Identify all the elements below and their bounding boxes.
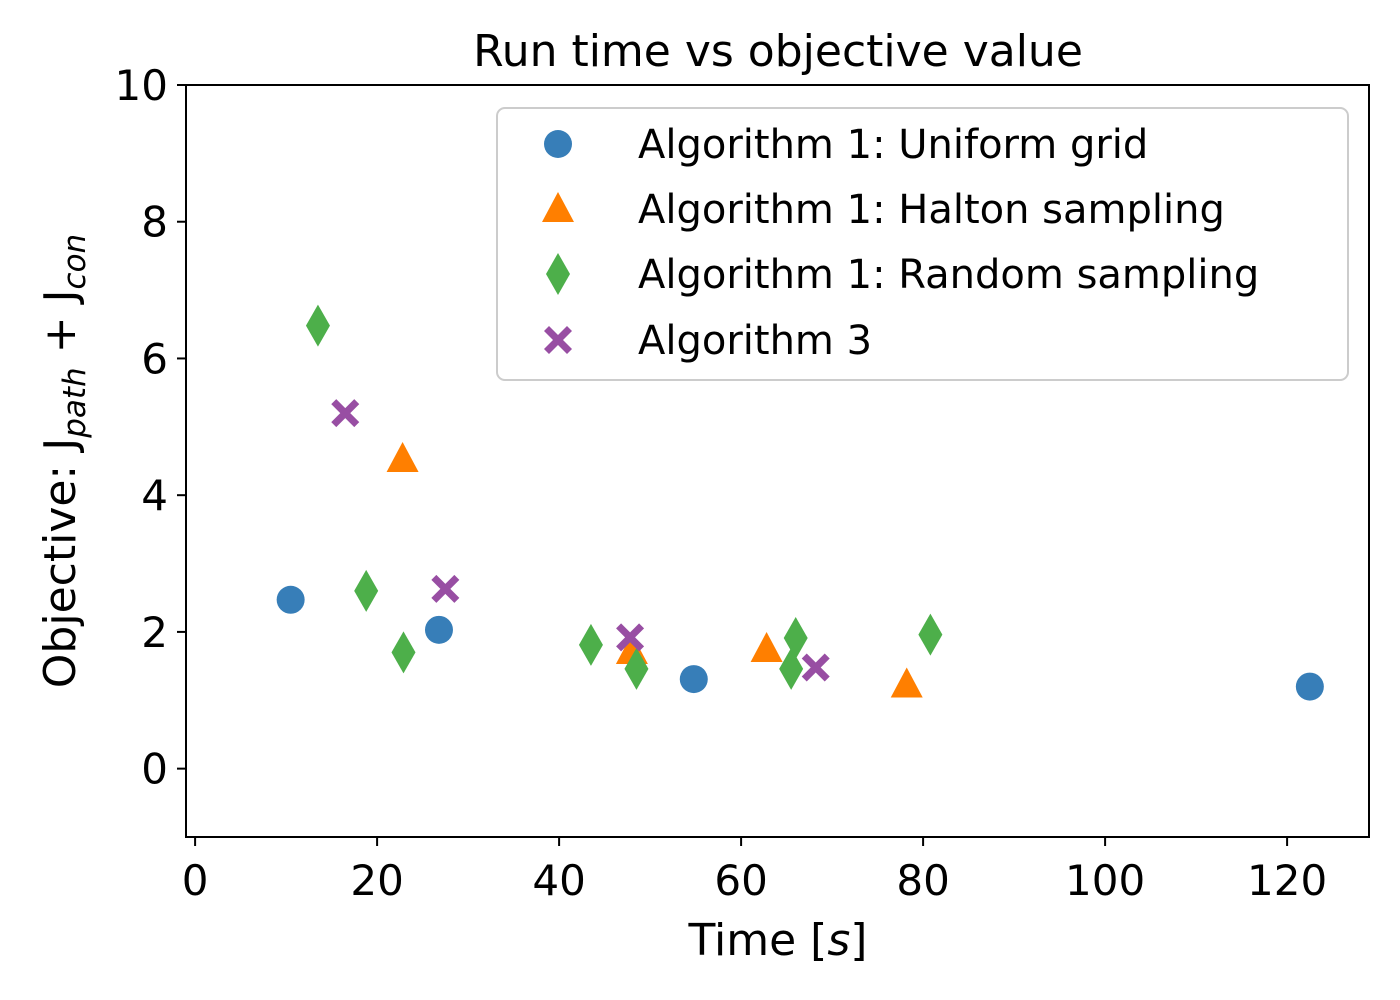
y-axis-label: Objective: Jpath + Jcon <box>35 234 93 688</box>
series-3-point-5 <box>624 647 649 690</box>
y-axis-label-sub-con: con <box>57 234 93 290</box>
series-3-point-1 <box>305 304 330 347</box>
legend-marker-4 <box>544 326 572 354</box>
x-tick-label-80: 80 <box>896 856 949 905</box>
y-axis-label-prefix: Objective: J <box>35 438 86 688</box>
series-1-point-1 <box>276 585 305 614</box>
series-1-point-4 <box>1295 672 1324 701</box>
x-tick-label-60: 60 <box>714 856 767 905</box>
chart-title: Run time vs objective value <box>473 26 1083 77</box>
x-tick-label-40: 40 <box>532 856 585 905</box>
legend-label-halton-sampling: Algorithm 1: Halton sampling <box>638 187 1225 233</box>
series-3-point-3 <box>391 631 416 674</box>
x-tick-label-20: 20 <box>350 856 403 905</box>
x-tick-label-0: 0 <box>182 856 209 905</box>
series-1-point-3 <box>679 665 708 694</box>
series-4-point-1 <box>331 399 360 428</box>
series-2-point-3 <box>750 632 783 662</box>
series-4-point-3 <box>616 623 645 652</box>
y-tick-label-10: 10 <box>115 61 168 110</box>
y-tick-label-8: 8 <box>141 198 168 247</box>
y-axis: 0 2 4 6 8 10 <box>115 61 186 794</box>
y-axis-label-sub-path: path <box>57 367 93 438</box>
series-4-point-4 <box>801 653 830 682</box>
legend-label-uniform-grid: Algorithm 1: Uniform grid <box>638 122 1148 168</box>
series-3-point-6 <box>779 647 804 690</box>
x-axis-label-variable: s <box>827 915 850 966</box>
legend-marker-3 <box>546 253 570 295</box>
plot-marks <box>276 304 1324 701</box>
x-tick-label-100: 100 <box>1065 856 1145 905</box>
x-axis-label-prefix: Time [ <box>688 915 828 966</box>
series-3-point-7 <box>783 617 808 660</box>
legend: Algorithm 1: Uniform grid Algorithm 1: H… <box>496 107 1349 381</box>
series-2-point-1 <box>386 441 419 472</box>
plot-frame <box>185 84 1370 838</box>
x-axis-label: Time [s] <box>688 915 868 966</box>
series-3-point-2 <box>354 569 379 612</box>
legend-markers <box>542 130 574 354</box>
legend-box <box>496 107 1349 381</box>
legend-label-algorithm-3: Algorithm 3 <box>638 318 872 364</box>
y-tick-label-2: 2 <box>141 608 168 657</box>
x-tick-label-120: 120 <box>1247 856 1327 905</box>
y-tick-label-6: 6 <box>141 334 168 383</box>
y-axis-label-middle: + J <box>35 289 86 367</box>
series-4-point-2 <box>431 574 460 603</box>
series-2-point-4 <box>890 667 923 698</box>
series-3-point-4 <box>578 623 603 666</box>
x-axis: 0 20 40 60 80 100 120 <box>182 837 1327 905</box>
x-axis-label-suffix: ] <box>850 915 867 966</box>
legend-marker-2 <box>542 192 574 222</box>
series-3-point-8 <box>918 613 943 656</box>
series-1-point-2 <box>424 615 453 644</box>
y-tick-label-0: 0 <box>141 745 168 794</box>
y-tick-label-4: 4 <box>141 471 168 520</box>
legend-label-random-sampling: Algorithm 1: Random sampling <box>638 252 1259 298</box>
legend-marker-1 <box>544 130 572 158</box>
